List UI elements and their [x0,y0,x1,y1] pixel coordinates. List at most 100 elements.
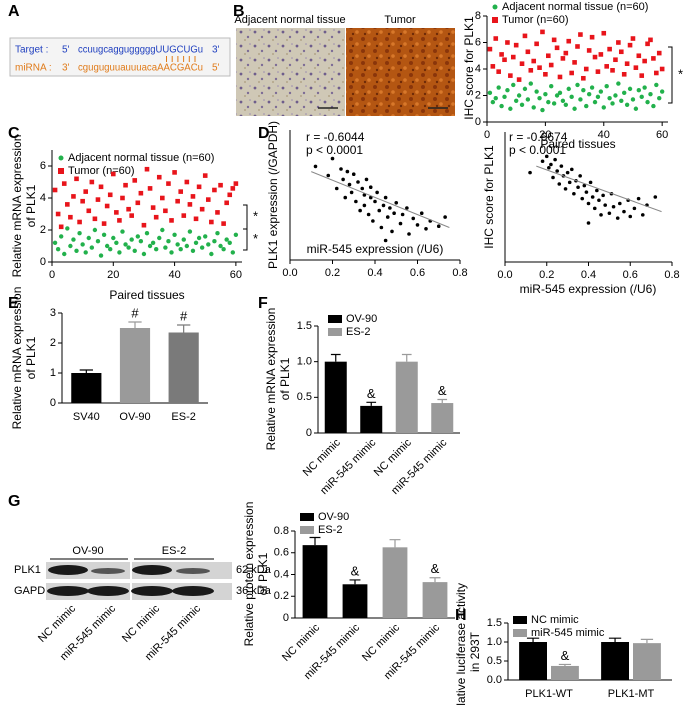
band [91,568,125,574]
sequence-box [9,37,231,77]
point [132,178,138,183]
x-tick-label: 0.8 [664,269,679,281]
y-tick-label: 3 [50,307,56,319]
point [160,227,165,233]
point [543,91,548,97]
point [230,186,236,191]
point [648,91,653,97]
point [184,179,190,185]
significance-label: * [253,231,258,246]
y-tick-label: 0.0 [487,674,502,686]
point [383,195,388,200]
point [654,70,659,76]
point [377,208,382,213]
significance-label: & [431,561,440,576]
band [132,565,172,575]
point [645,99,650,105]
point [52,187,58,193]
point [627,42,633,48]
target-5: 5' [62,45,70,56]
panel-label: E [8,295,19,312]
point [123,242,128,247]
legend-label: Tumor (n=60) [502,14,569,26]
point [212,187,217,193]
point [77,219,82,225]
significance-label: # [180,308,188,323]
point [540,159,545,164]
point [55,211,61,217]
point [651,56,656,61]
error-bar [366,401,377,406]
legend-label: OV-90 [318,511,349,523]
point [551,101,557,106]
target-label: Target : [15,45,48,56]
point [114,240,119,245]
point [383,238,388,243]
point [554,45,560,51]
image-caption: Tumor [384,14,416,26]
band [87,586,129,596]
significance-label: & [438,383,447,398]
point [578,32,583,37]
point [98,184,104,190]
legend-swatch [300,513,314,521]
panel-label: C [8,125,20,142]
error-bar [640,638,654,644]
point [548,62,554,68]
point [592,206,597,211]
point [193,216,199,222]
point [566,86,571,92]
point [581,75,586,81]
x-tick-label: 0.0 [282,267,297,279]
point [659,66,665,72]
point [61,181,67,186]
bar [633,643,661,680]
bar [601,642,629,680]
point [516,77,522,82]
y-axis-label: Relative luciferase activity [454,583,468,705]
point [493,36,499,41]
point [516,93,522,98]
point [356,180,360,184]
point [390,229,394,234]
bar [302,545,328,618]
point [385,215,390,219]
x-tick-label: 0.0 [497,269,512,281]
point [89,179,95,185]
point [590,195,595,199]
annotation: p < 0.0001 [509,143,566,157]
point [572,60,577,65]
legend-label: ES-2 [346,326,370,338]
point [147,186,153,191]
legend-swatch [492,4,498,10]
point [388,206,392,210]
point [566,38,572,44]
point [595,188,599,193]
error-bar [526,637,540,642]
point [584,190,589,194]
point [578,97,583,102]
legend-label: Adjacent normal tissue (n=60) [502,1,648,13]
point [443,215,447,219]
point [83,189,89,194]
point [599,213,603,217]
image-caption: Adjacent normal tissue [234,14,345,26]
point [104,243,110,249]
point [172,232,177,237]
error-bar [437,398,448,404]
point [553,157,557,162]
point [560,56,566,61]
point [74,176,79,182]
point [575,44,580,49]
point [86,208,92,214]
point [528,68,534,73]
point [209,219,214,225]
point [65,226,70,231]
point [230,250,236,255]
x-tick-label: 0.2 [325,267,340,279]
point [618,49,624,55]
point [560,98,566,104]
bar [382,547,408,618]
point [572,106,577,111]
point [172,170,177,175]
